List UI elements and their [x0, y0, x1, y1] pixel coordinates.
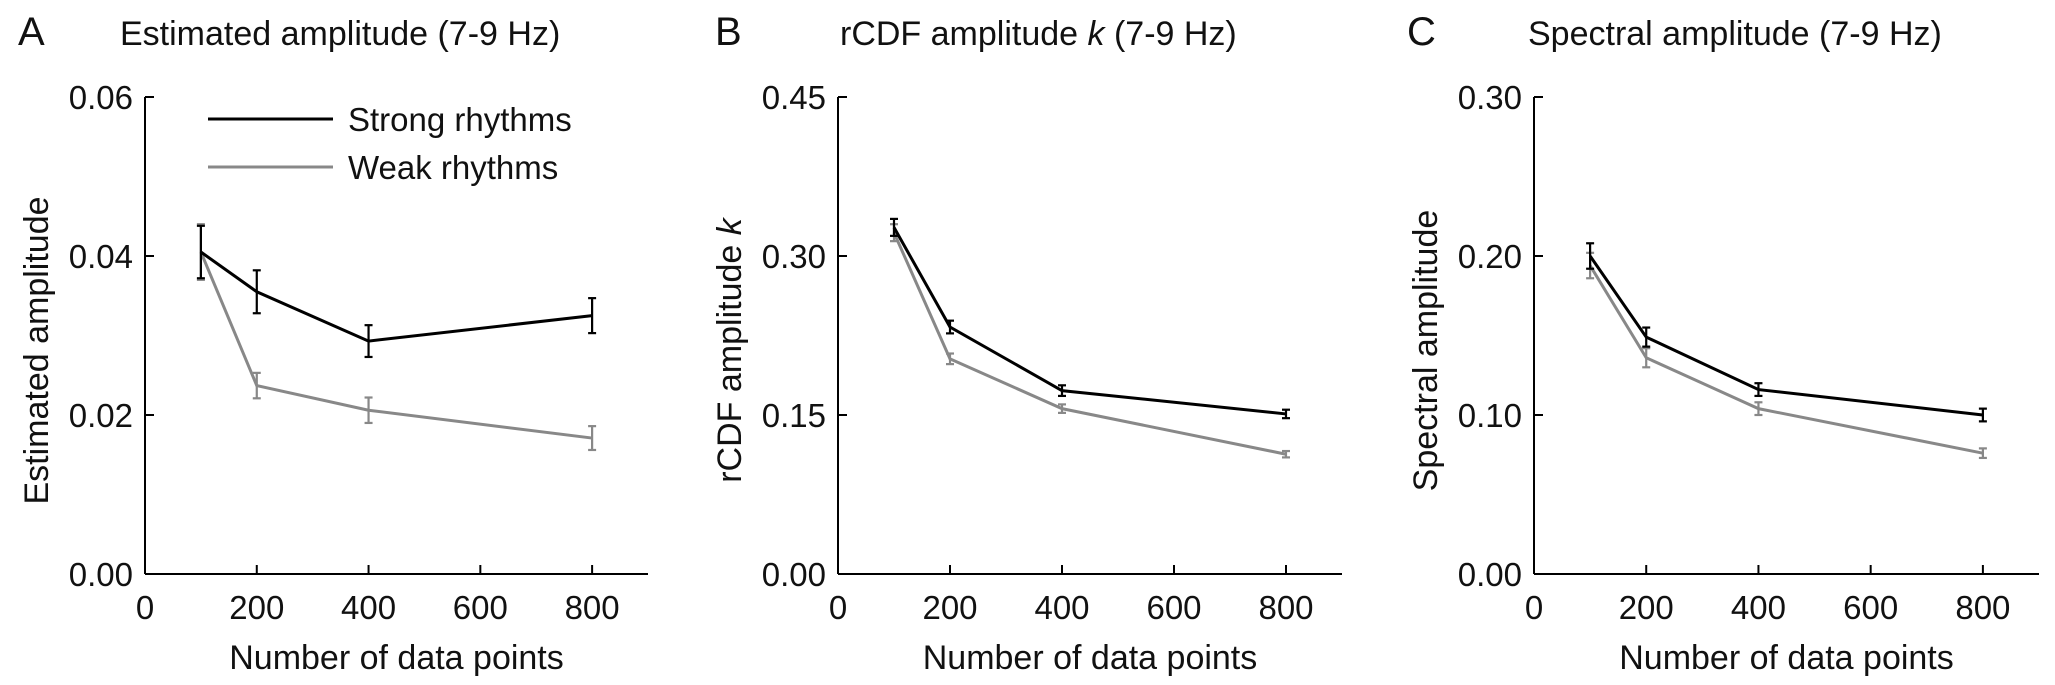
legend-label: Strong rhythms — [348, 101, 572, 138]
y-tick-label: 0.10 — [1458, 397, 1522, 434]
chart-title-part: rCDF amplitude — [840, 15, 1088, 53]
error-bar — [1642, 326, 1651, 348]
error-bar — [1978, 407, 1987, 423]
chart-title: Estimated amplitude (7-9 Hz) — [120, 15, 560, 53]
chart-title: Spectral amplitude (7-9 Hz) — [1528, 15, 1942, 53]
y-tick-label: 0.02 — [69, 397, 133, 434]
series-line-weak-rhythms — [199, 251, 593, 440]
y-axis-label: rCDF amplitude k — [711, 216, 749, 483]
series-line-strong-rhythms — [1588, 255, 1984, 417]
x-tick-label: 600 — [453, 589, 508, 626]
x-tick-label: 600 — [1843, 589, 1898, 626]
x-tick-label: 200 — [1619, 589, 1674, 626]
error-bar — [1058, 403, 1066, 414]
panel-letter: C — [1407, 10, 1436, 54]
error-bar — [1282, 408, 1290, 420]
error-bar — [1058, 384, 1066, 398]
x-tick-label: 600 — [1146, 589, 1201, 626]
x-tick-label: 800 — [1258, 589, 1313, 626]
panel-letter: B — [715, 10, 742, 54]
x-tick-label: 800 — [1955, 589, 2010, 626]
error-bar — [588, 297, 597, 335]
error-bar — [1754, 382, 1763, 398]
x-axis-label: Number of data points — [923, 639, 1258, 677]
y-tick-label: 0.00 — [1458, 556, 1522, 593]
error-bar — [1282, 449, 1290, 459]
series-strong-rhythms — [1586, 242, 1987, 423]
y-axis-label-text: Estimated amplitude — [18, 196, 56, 504]
x-axis-label: Number of data points — [229, 639, 564, 677]
chart-title-italic: k — [1088, 15, 1107, 53]
error-bar — [196, 224, 205, 280]
error-bar — [252, 269, 261, 315]
error-bar — [588, 425, 597, 452]
y-tick-label: 0.20 — [1458, 238, 1522, 275]
legend: Strong rhythms Weak rhythms — [208, 101, 572, 186]
y-tick-label: 0.15 — [762, 397, 826, 434]
y-axis-label-text: rCDF amplitude — [711, 235, 749, 483]
x-tick-label: 400 — [341, 589, 396, 626]
error-bar — [1978, 447, 1987, 460]
x-axis-label: Number of data points — [1619, 639, 1954, 677]
error-bar — [1586, 242, 1595, 270]
series-strong-rhythms — [196, 224, 597, 359]
error-bar — [364, 324, 373, 359]
x-tick-label: 0 — [136, 589, 154, 626]
error-bar — [946, 319, 954, 335]
error-bar — [946, 352, 954, 366]
y-tick-label: 0.06 — [69, 79, 133, 116]
series-line-strong-rhythms — [200, 250, 593, 343]
chart-title-part: (7-9 Hz) — [1105, 15, 1237, 53]
x-tick-label: 0 — [1525, 589, 1543, 626]
series-weak-rhythms — [1586, 251, 1987, 460]
series-strong-rhythms — [890, 217, 1290, 420]
series-line-weak-rhythms — [1588, 264, 1984, 455]
error-bar — [1754, 401, 1763, 417]
y-tick-label: 0.30 — [1458, 79, 1522, 116]
y-tick-label: 0.00 — [69, 556, 133, 593]
y-tick-label: 0.00 — [762, 556, 826, 593]
y-tick-label: 0.45 — [762, 79, 826, 116]
x-tick-label: 400 — [1034, 589, 1089, 626]
error-bar — [1642, 347, 1651, 369]
series-weak-rhythms — [890, 223, 1290, 459]
series-line-strong-rhythms — [892, 226, 1287, 416]
x-tick-label: 400 — [1731, 589, 1786, 626]
panel-letter: A — [18, 10, 45, 54]
x-tick-label: 800 — [565, 589, 620, 626]
y-axis-label: Estimated amplitude — [18, 196, 56, 504]
chart-title: rCDF amplitude k (7-9 Hz) — [840, 15, 1237, 53]
panel-c: C Spectral amplitude (7-9 Hz) 0 200 400 600 80… — [1407, 10, 2039, 677]
series-line-weak-rhythms — [892, 232, 1287, 456]
y-axis-label-text: Spectral amplitude — [1407, 210, 1445, 492]
error-bar — [890, 217, 898, 237]
y-axis-label-italic: k — [711, 216, 749, 235]
y-axis-label: Spectral amplitude — [1407, 210, 1445, 492]
error-bar — [252, 371, 261, 400]
panel-a: A Estimated amplitude (7-9 Hz) 0 200 400 600 8… — [18, 10, 648, 677]
x-tick-label: 200 — [922, 589, 977, 626]
x-tick-label: 0 — [829, 589, 847, 626]
x-tick-label: 200 — [229, 589, 284, 626]
y-tick-label: 0.30 — [762, 238, 826, 275]
y-tick-label: 0.04 — [69, 238, 133, 275]
legend-label: Weak rhythms — [348, 149, 558, 186]
error-bar — [364, 396, 373, 425]
